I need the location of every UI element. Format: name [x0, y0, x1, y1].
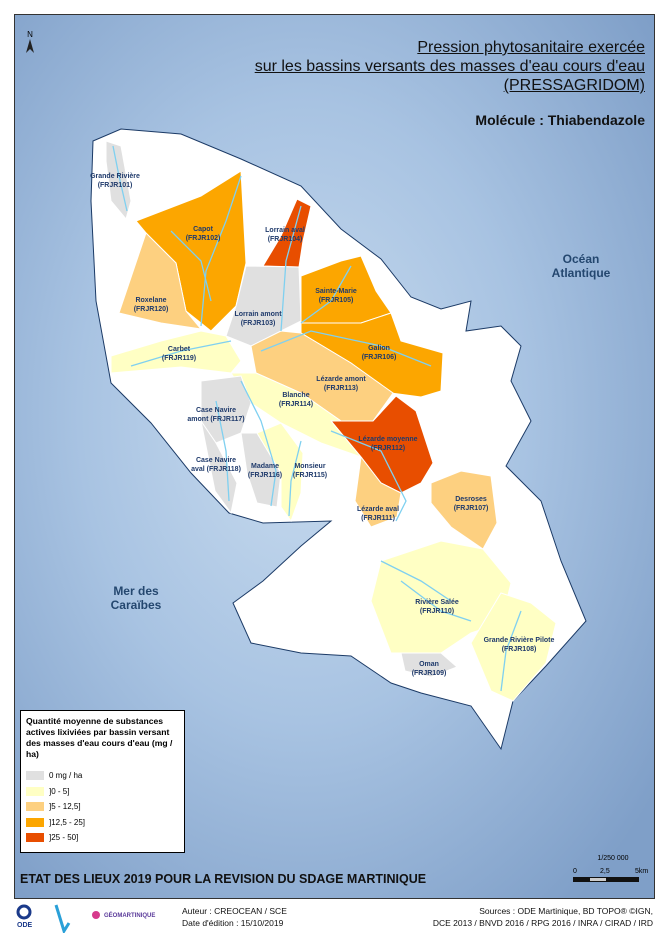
scale-bar: 1/250 000 0 2,5 5km	[573, 855, 653, 882]
basin-FRJR111[interactable]	[354, 455, 402, 528]
svg-text:Capot(FRJR102): Capot (FRJR102)	[186, 226, 221, 242]
basin-FRJR114[interactable]	[230, 372, 363, 459]
north-arrow-icon	[26, 39, 34, 53]
legend-label: ]5 - 12,5]	[49, 802, 81, 812]
legend-item: ]25 - 50]	[26, 830, 179, 846]
north-label: N	[27, 30, 33, 39]
basins	[105, 140, 557, 702]
basin-FRJR120[interactable]	[118, 232, 203, 330]
legend-label: ]0 - 5]	[49, 786, 70, 796]
legend-item: ]5 - 12,5]	[26, 799, 179, 815]
svg-text:Lorrain aval(FRJR104): Lorrain aval (FRJR104)	[265, 227, 305, 243]
legend-label: ]25 - 50]	[49, 833, 79, 843]
svg-text:Grande Rivière Pilote(FRJR108): Grande Rivière Pilote (FRJR108)	[484, 637, 555, 653]
sources-line-1: Sources : ODE Martinique, BD TOPO® ©IGN,	[479, 906, 653, 916]
title-line-1: Pression phytosanitaire exercée	[417, 39, 645, 56]
partner-logos: ODE GÉOMARTINIQUE	[16, 904, 155, 935]
legend-item: ]0 - 5]	[26, 784, 179, 800]
svg-text:Desroses(FRJR107): Desroses (FRJR107)	[454, 496, 489, 512]
bottom-title: ETAT DES LIEUX 2019 POUR LA REVISION DU …	[20, 872, 427, 886]
svg-text:Carbet(FRJR119): Carbet (FRJR119)	[162, 346, 196, 362]
basin-FRJR107[interactable]	[430, 470, 498, 550]
svg-text:ODE: ODE	[17, 922, 33, 929]
scale-tick: 2,5	[600, 868, 610, 875]
author-block: Auteur : CREOCEAN / SCE Date d'édition :…	[182, 905, 287, 929]
map-title: Pression phytosanitaire exercée sur les …	[255, 38, 645, 95]
north-arrow: N	[26, 30, 34, 55]
molecule-label: Molécule : Thiabendazole	[475, 112, 645, 128]
legend-item: 0 mg / ha	[26, 768, 179, 784]
svg-text:Monsieur(FRJR115): Monsieur (FRJR115)	[293, 463, 327, 479]
basin-FRJR109[interactable]	[400, 652, 458, 678]
svg-text:Lorrain amont(FRJR103): Lorrain amont (FRJR103)	[234, 311, 282, 327]
svg-text:Rivière Salée(FRJR110): Rivière Salée (FRJR110)	[415, 599, 459, 615]
legend: Quantité moyenne de substances actives l…	[20, 710, 185, 853]
legend-item: ]12,5 - 25]	[26, 815, 179, 831]
atlantic-label: Océan Atlantique	[552, 252, 611, 280]
svg-text:Sainte-Marie(FRJR105): Sainte-Marie (FRJR105)	[315, 288, 357, 304]
scale-ratio: 1/250 000	[597, 855, 629, 862]
caribbean-label: Mer des Caraïbes	[111, 584, 162, 612]
title-line-2: sur les bassins versants des masses d'ea…	[254, 58, 645, 75]
svg-text:Galion(FRJR106): Galion (FRJR106)	[362, 345, 397, 361]
author: Auteur : CREOCEAN / SCE	[182, 906, 287, 916]
logos: ODE GÉOMARTINIQUE	[14, 903, 164, 936]
svg-text:Lézarde aval(FRJR111): Lézarde aval (FRJR111)	[357, 506, 399, 522]
title-line-3: (PRESSAGRIDOM)	[503, 77, 645, 94]
legend-label: ]12,5 - 25]	[49, 817, 86, 827]
basin-FRJR108[interactable]	[470, 592, 557, 702]
svg-text:Blanche(FRJR114): Blanche (FRJR114)	[279, 392, 313, 408]
sources-line-2: DCE 2013 / BNVD 2016 / RPG 2016 / INRA /…	[432, 918, 653, 928]
svg-text:Oman(FRJR109): Oman (FRJR109)	[412, 661, 447, 677]
sources-block: Sources : ODE Martinique, BD TOPO® ©IGN,…	[433, 905, 653, 929]
legend-label: 0 mg / ha	[49, 771, 83, 781]
svg-text:Grande Rivière(FRJR101): Grande Rivière (FRJR101)	[90, 173, 140, 189]
scale-tick: 0	[573, 868, 577, 875]
svg-text:Roxelane(FRJR120): Roxelane (FRJR120)	[134, 297, 169, 313]
legend-title: Quantité moyenne de substances actives l…	[26, 716, 173, 759]
scale-tick: 5km	[635, 868, 649, 875]
svg-text:Madame(FRJR116): Madame (FRJR116)	[248, 463, 282, 479]
svg-text:GÉOMARTINIQUE: GÉOMARTINIQUE	[104, 911, 155, 919]
svg-text:Lézarde amont(FRJR113): Lézarde amont (FRJR113)	[316, 376, 366, 392]
rivers	[112, 145, 522, 692]
basin-labels: Grande Rivière (FRJR101) Capot (FRJR102) L…	[90, 173, 554, 677]
edition-date: Date d'édition : 15/10/2019	[182, 918, 284, 928]
svg-text:Lézarde moyenne(FRJR112): Lézarde moyenne (FRJR112)	[358, 436, 417, 452]
